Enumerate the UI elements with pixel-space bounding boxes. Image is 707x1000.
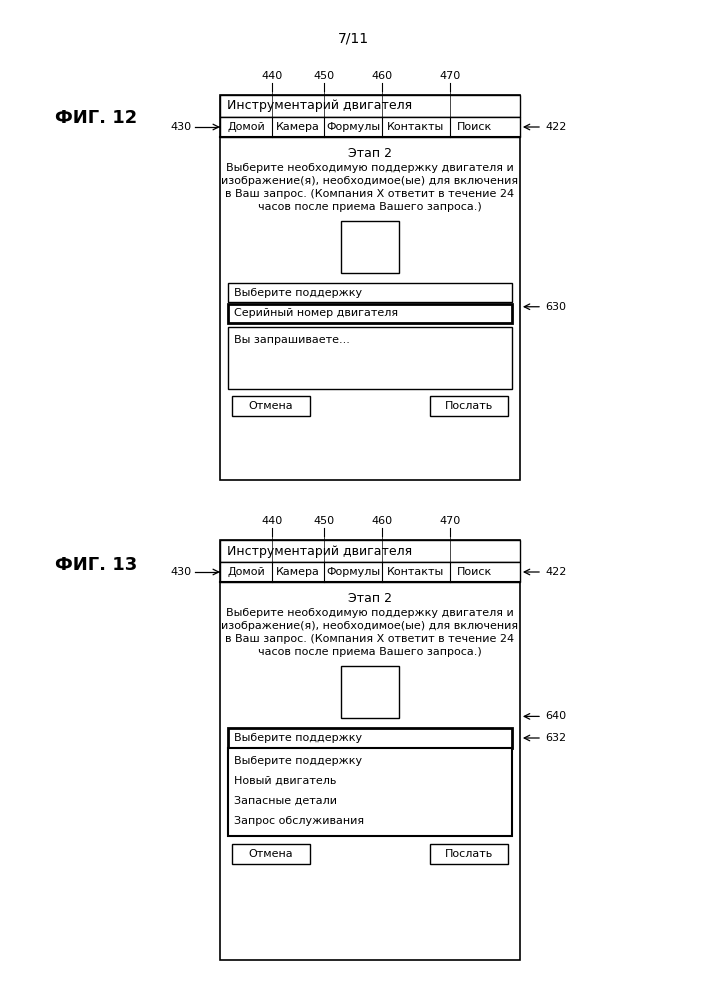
Bar [220,117,520,137]
Text: Домой: Домой [227,567,265,577]
Text: Камера: Камера [276,567,320,577]
Bar [220,540,520,960]
Text: Контакты: Контакты [387,122,445,132]
Text: Послать: Послать [445,401,493,411]
Text: 470: 470 [439,516,461,526]
Bar [430,396,508,416]
Text: Инструментарий двигателя: Инструментарий двигателя [227,544,412,558]
Text: Отмена: Отмена [249,849,293,859]
Bar [430,844,508,864]
Bar [232,396,310,416]
Text: 7/11: 7/11 [338,31,369,45]
Bar [228,304,512,323]
Text: Этап 2: Этап 2 [348,147,392,160]
Text: 460: 460 [371,516,392,526]
Text: в Ваш запрос. (Компания X ответит в течение 24: в Ваш запрос. (Компания X ответит в тече… [226,634,515,644]
Text: Формулы: Формулы [326,122,380,132]
Text: Отмена: Отмена [249,401,293,411]
Bar [220,95,520,480]
Text: Послать: Послать [445,849,493,859]
Text: 422: 422 [545,567,566,577]
Text: 640: 640 [545,711,566,721]
Text: Выберите поддержку: Выберите поддержку [234,756,362,766]
Text: Выберите поддержку: Выберите поддержку [234,733,362,743]
Text: часов после приема Вашего запроса.): часов после приема Вашего запроса.) [258,202,482,212]
Text: 450: 450 [313,516,334,526]
Text: Формулы: Формулы [326,567,380,577]
Text: изображение(я), необходимое(ые) для включения: изображение(я), необходимое(ые) для вклю… [221,176,518,186]
Bar [220,95,520,117]
Text: Серийный номер двигателя: Серийный номер двигателя [234,308,398,318]
Text: Выберите необходимую поддержку двигателя и: Выберите необходимую поддержку двигателя… [226,163,514,173]
Text: Этап 2: Этап 2 [348,592,392,605]
Text: изображение(я), необходимое(ые) для включения: изображение(я), необходимое(ые) для вклю… [221,621,518,631]
Bar [220,562,520,582]
Text: Инструментарий двигателя: Инструментарий двигателя [227,100,412,112]
Bar [341,666,399,718]
Text: Вы запрашиваете...: Вы запрашиваете... [234,335,350,345]
Text: ФИГ. 13: ФИГ. 13 [55,556,137,574]
Text: Запрос обслуживания: Запрос обслуживания [234,816,364,826]
Text: Выберите необходимую поддержку двигателя и: Выберите необходимую поддержку двигателя… [226,608,514,618]
Text: Домой: Домой [227,122,265,132]
Text: 440: 440 [262,71,283,81]
Text: 422: 422 [545,122,566,132]
Bar [228,728,512,748]
Text: 470: 470 [439,71,461,81]
Bar [228,748,512,836]
Text: 632: 632 [545,733,566,743]
Text: 430: 430 [171,122,192,132]
Text: 440: 440 [262,516,283,526]
Text: Запасные детали: Запасные детали [234,796,337,806]
Bar [220,540,520,562]
Text: Выберите поддержку: Выберите поддержку [234,288,362,298]
Text: 460: 460 [371,71,392,81]
Text: Поиск: Поиск [457,122,491,132]
Bar [228,327,512,389]
Bar [341,221,399,273]
Text: Контакты: Контакты [387,567,445,577]
Text: 630: 630 [545,302,566,312]
Text: Новый двигатель: Новый двигатель [234,776,337,786]
Text: Камера: Камера [276,122,320,132]
Text: ФИГ. 12: ФИГ. 12 [55,109,137,127]
Text: в Ваш запрос. (Компания X ответит в течение 24: в Ваш запрос. (Компания X ответит в тече… [226,189,515,199]
Bar [232,844,310,864]
Text: Поиск: Поиск [457,567,491,577]
Text: 450: 450 [313,71,334,81]
Text: 430: 430 [171,567,192,577]
Text: часов после приема Вашего запроса.): часов после приема Вашего запроса.) [258,647,482,657]
Bar [228,283,512,302]
